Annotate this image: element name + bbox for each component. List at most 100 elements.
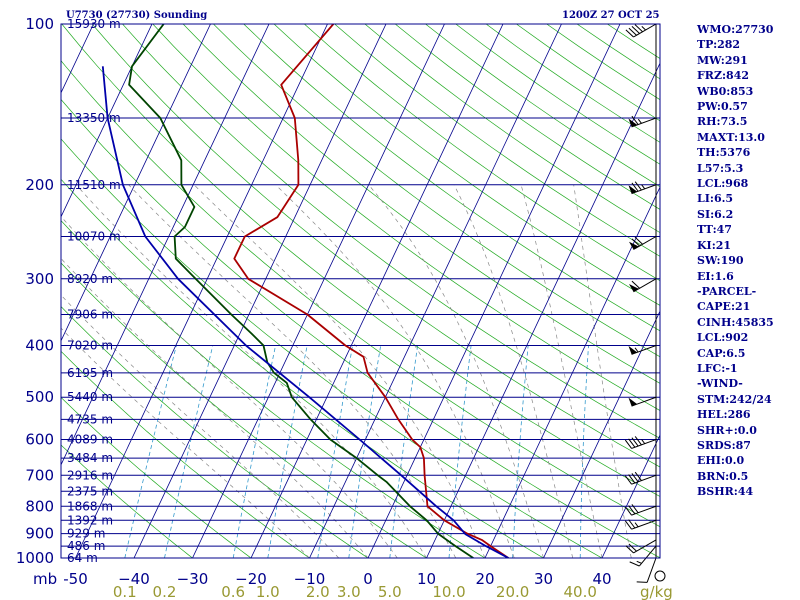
height-label: 486 m [67, 539, 105, 553]
wind-barb [636, 557, 657, 583]
pressure-tick-label: 900 [25, 525, 54, 543]
height-label: 6195 m [67, 366, 113, 380]
wind-barb-feather [631, 115, 639, 125]
wind-barb-feather [628, 505, 636, 515]
index-tp: TP:282 [697, 38, 741, 52]
wind-barb-half-feather [637, 118, 642, 124]
moist-adiabat-line [61, 294, 340, 558]
height-label: 5440 m [67, 390, 113, 404]
plot-area [61, 24, 660, 558]
height-label: 4089 m [67, 433, 113, 447]
wind-barb [628, 115, 657, 128]
wind-barb [624, 471, 657, 485]
wind-barb-feather [634, 436, 642, 446]
wind-barb-feather [631, 473, 639, 483]
mixing-ratio-label: 40.0 [564, 583, 597, 600]
index-hel: HEL:286 [697, 408, 751, 422]
temperature-tick-label: 10 [417, 570, 436, 588]
wind-barb-staff [633, 539, 657, 554]
temperature-tick-label: −40 [118, 570, 150, 588]
pressure-tick-label: 800 [25, 497, 54, 515]
height-label: 8920 m [67, 272, 113, 286]
wind-barb-staff [631, 396, 657, 407]
isotherm-line [426, 62, 660, 558]
wind-barb-half-feather [641, 184, 646, 190]
wind-barb-feather [624, 439, 632, 449]
sounding-series [101, 24, 509, 558]
index-maxt: MAXT:13.0 [697, 130, 765, 144]
chart-title-time: 1200Z 27 OCT 25 [562, 10, 660, 21]
wind-barb-flag [628, 118, 638, 127]
mixing-ratio-label: 2.0 [306, 583, 330, 600]
wind-barb-flag [628, 241, 639, 250]
wind-barb-staff [631, 345, 657, 355]
wind-barb-feather [628, 474, 636, 484]
wind-barb-half-feather [634, 522, 639, 528]
height-label: 10070 m [67, 229, 121, 243]
height-label: 4735 m [67, 412, 113, 426]
isotherm-line [61, 24, 270, 466]
wind-barb [624, 504, 657, 516]
wind-barb [624, 436, 657, 449]
index-parcel-lcl: LCL:902 [697, 331, 749, 345]
wind-barb [628, 236, 657, 250]
mixing-ratio-label: 1.0 [256, 583, 280, 600]
wind-barb-flag [628, 283, 639, 292]
wind-barb-feather [631, 280, 640, 289]
parcel-line [101, 66, 509, 558]
moist-adiabat-line [193, 184, 486, 558]
moist-adiabat-line [75, 184, 427, 558]
index-th: TH:5376 [697, 146, 751, 160]
index-cinh: CINH:45835 [697, 315, 774, 329]
section-parcel: -PARCEL- [697, 284, 757, 298]
mixing-ratio-label: 0.1 [113, 583, 137, 600]
wind-barb-flag [628, 345, 638, 355]
index-brn: BRN:0.5 [697, 469, 749, 483]
temperature-tick-label: 30 [534, 570, 553, 588]
mixing-ratio-label: 10.0 [432, 583, 465, 600]
wind-barb-feather [631, 437, 639, 447]
wind-barb-staff [631, 184, 657, 195]
temperature-tick-label: 0 [363, 570, 373, 588]
plot-frame [60, 23, 661, 559]
index-pw: PW:0.57 [697, 100, 748, 114]
isotherm-line [309, 24, 562, 558]
isotherms [61, 24, 660, 558]
mixing-ratio-label: 0.6 [221, 583, 245, 600]
wind-barb [625, 539, 657, 554]
index-bshr: BSHR:44 [697, 485, 754, 499]
wind-barb [628, 278, 657, 293]
wind-barb-staff [646, 557, 657, 583]
index-wb0: WB0:853 [697, 84, 754, 98]
wind-barb-staff [631, 439, 657, 449]
section-wind: -WIND- [697, 377, 743, 391]
wind-barb-feather [624, 520, 632, 530]
mixing-ratio-unit-label: g/kg [640, 583, 673, 600]
isotherm-line [133, 24, 387, 558]
wind-barb-feather [634, 24, 643, 33]
index-mw: MW:291 [697, 53, 748, 67]
index-stm: STM:242/24 [697, 392, 772, 406]
height-label: 2916 m [67, 468, 113, 482]
height-label: 13350 m [67, 111, 121, 125]
height-label: 7906 m [67, 308, 113, 322]
wind-barb-feather [625, 29, 634, 38]
wind-barb-half-feather [636, 560, 642, 564]
temperature-tick-label: 20 [475, 570, 494, 588]
wind-barb-feather [634, 181, 642, 191]
temperature-line [233, 24, 509, 558]
pressure-tick-label: 600 [25, 431, 54, 449]
index-lfc: LFC:-1 [697, 361, 738, 375]
index-ehi: EHI:0.0 [697, 454, 745, 468]
chart-title-station: U7730 (27730) Sounding [66, 10, 208, 21]
pressure-tick-label: 500 [25, 388, 54, 406]
wind-barb-staff [631, 519, 657, 530]
mixing-ratio-label: 20.0 [496, 583, 529, 600]
index-frz: FRZ:842 [697, 69, 750, 83]
mixing-ratio-label: 5.0 [378, 583, 402, 600]
moist-adiabat-line [275, 184, 515, 558]
wind-barb-feather [624, 475, 632, 485]
wind-barb-feather [625, 545, 634, 554]
moist-adiabat-line [128, 184, 457, 558]
